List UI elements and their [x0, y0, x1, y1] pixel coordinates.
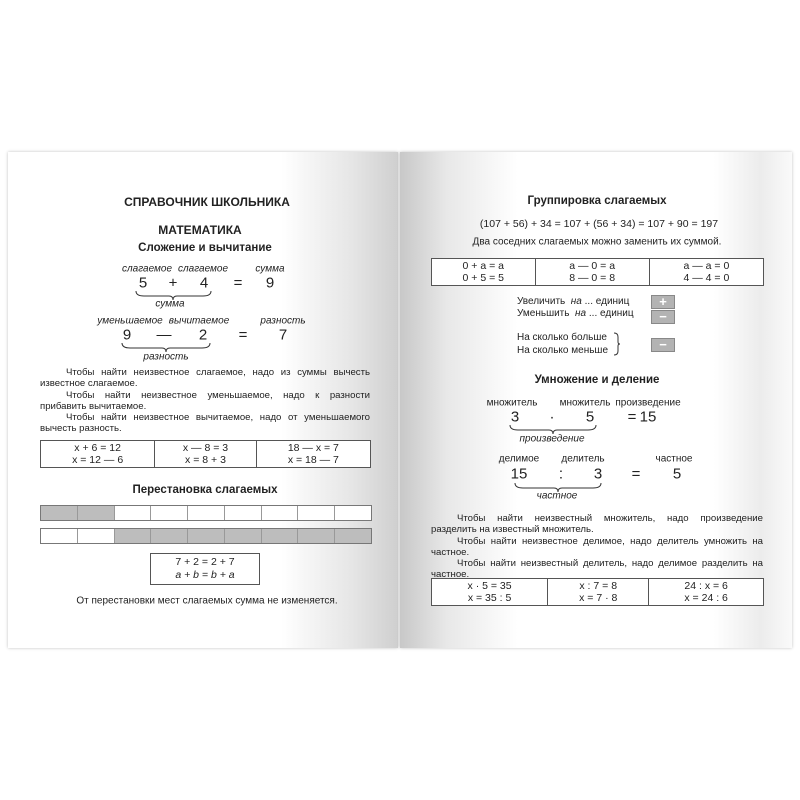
- equals: =: [627, 408, 637, 426]
- equals: =: [631, 465, 641, 483]
- conclusion: От перестановки мест слагаемых сумма не …: [76, 595, 338, 607]
- rule: Чтобы найти неизвестный делитель, надо д…: [431, 558, 763, 581]
- brace-icon: [514, 482, 602, 493]
- rule: Чтобы найти неизвестный множитель, надо …: [431, 513, 763, 536]
- brace-label: сумма: [155, 298, 185, 310]
- right-page: [400, 152, 792, 648]
- grouping-note: Два соседних слагаемых можно заменить их…: [472, 236, 722, 248]
- rules-text: Чтобы найти неизвестный множитель, надо …: [431, 513, 763, 581]
- result: 15: [639, 408, 657, 426]
- operator: +: [168, 274, 178, 292]
- grouping-equation: (107 + 56) + 34 = 107 + (56 + 34) = 107 …: [479, 218, 719, 230]
- operand: 3: [593, 465, 603, 483]
- section-heading-addition-subtraction: Сложение и вычитание: [138, 242, 272, 254]
- operand: 5: [585, 408, 595, 426]
- sum-label: сумма: [255, 263, 285, 275]
- rule: Чтобы найти неизвестное делимое, надо де…: [431, 535, 763, 558]
- operator: ·: [549, 408, 555, 426]
- divisor-label: делитель: [561, 453, 605, 465]
- operand: 5: [138, 274, 148, 292]
- minuend-label: уменьшаемое: [97, 315, 163, 327]
- section-heading-multiplication-division: Умножение и деление: [534, 374, 660, 386]
- table-cell: x · 5 = 35 x = 35 : 5: [430, 578, 549, 606]
- brace-label: произведение: [519, 433, 585, 445]
- product-label: произведение: [615, 397, 681, 409]
- rule: Чтобы найти неизвестное слагаемое, надо …: [40, 367, 370, 390]
- operand: 2: [198, 326, 208, 344]
- subject-heading: МАТЕМАТИКА: [158, 223, 242, 237]
- compare-text: На сколько больше На сколько меньше: [517, 332, 609, 356]
- decrease-text: Уменьшить на ... единиц: [517, 308, 634, 319]
- result: 5: [672, 465, 682, 483]
- factor-label: множитель: [559, 397, 611, 409]
- operand: 9: [122, 326, 132, 344]
- brace-icon: [509, 424, 597, 435]
- commutative-formula-box: 7 + 2 = 2 + 7 a + b = b + a: [150, 553, 260, 585]
- operand: 15: [510, 465, 528, 483]
- rule: Чтобы найти неизвестное уменьшаемое, над…: [40, 389, 370, 412]
- dividend-label: делимое: [498, 453, 540, 465]
- plus-sign-icon: +: [651, 295, 675, 309]
- difference-label: разность: [260, 315, 306, 327]
- minus-sign-icon: −: [651, 338, 675, 352]
- brace-icon: [121, 342, 211, 353]
- factor-label: множитель: [486, 397, 538, 409]
- cell-bar-2-plus-7: [40, 505, 372, 521]
- subtrahend-label: вычитаемое: [168, 315, 230, 327]
- equals: =: [233, 274, 243, 292]
- result: 9: [265, 274, 275, 292]
- rules-text: Чтобы найти неизвестное слагаемое, надо …: [40, 367, 370, 435]
- brace-label: разность: [143, 351, 189, 363]
- minus-sign-icon: −: [651, 310, 675, 324]
- book-title: СПРАВОЧНИК ШКОЛЬНИКА: [124, 195, 290, 209]
- operand: 4: [199, 274, 209, 292]
- bracket-icon: [613, 332, 621, 356]
- increase-text: Увеличить на ... единиц: [517, 296, 630, 307]
- brace-icon: [135, 290, 212, 301]
- operator: —: [156, 326, 172, 344]
- table-cell: x + 6 = 12 x = 12 — 6: [39, 440, 156, 468]
- brace-label: частное: [536, 490, 578, 502]
- equals: =: [238, 326, 248, 344]
- section-heading-commutative: Перестановка слагаемых: [132, 484, 278, 496]
- cell-bar-7-plus-2: [40, 528, 372, 544]
- result: 7: [278, 326, 288, 344]
- section-heading-grouping: Группировка слагаемых: [527, 195, 667, 207]
- addend-label: слагаемое: [121, 263, 173, 275]
- addend-label: слагаемое: [177, 263, 229, 275]
- operator: :: [558, 465, 564, 483]
- operand: 3: [510, 408, 520, 426]
- quotient-label: частное: [655, 453, 693, 465]
- rule: Чтобы найти неизвестное вычитаемое, надо…: [40, 412, 370, 435]
